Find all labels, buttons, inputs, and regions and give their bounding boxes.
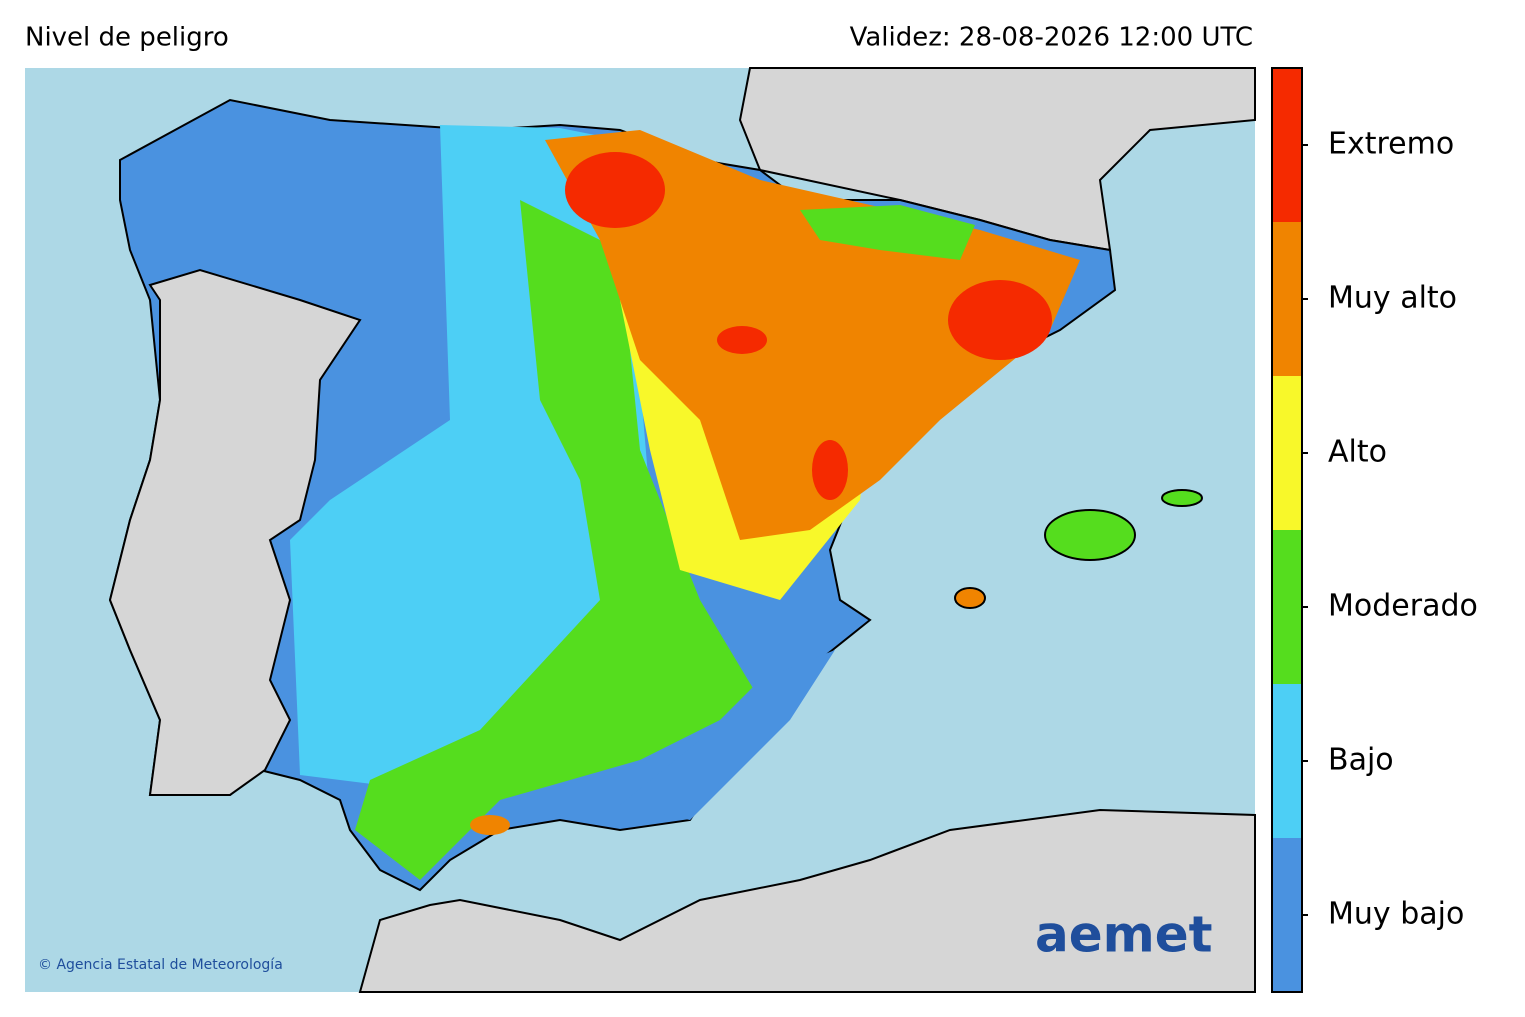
colorbar-label: Alto [1328, 435, 1387, 470]
colorbar-label: Bajo [1328, 743, 1394, 778]
zone [620, 650, 835, 820]
portugal [108, 268, 362, 796]
colorbar: Muy bajo Bajo Moderado Alto Muy alto Extremo [1271, 67, 1478, 993]
colorbar-band [1272, 838, 1302, 992]
zone [948, 280, 1052, 360]
zone [355, 200, 760, 880]
colorbar-band [1272, 530, 1302, 684]
colorbar-band [1272, 68, 1302, 222]
africa [358, 808, 1256, 993]
colorbar-label: Moderado [1328, 589, 1478, 624]
credit: © Agencia Estatal de Meteorología [38, 957, 283, 973]
logo: aemet [1035, 906, 1213, 964]
map: © Agencia Estatal de Meteorología aemet [25, 67, 1256, 993]
zone [812, 440, 848, 500]
colorbar-band [1272, 222, 1302, 376]
menorca [1161, 489, 1203, 507]
colorbar-label: Muy bajo [1328, 897, 1464, 932]
colorbar-band [1272, 684, 1302, 838]
colorbar-label: Extremo [1328, 127, 1454, 162]
zone [717, 326, 767, 354]
colorbar-band [1272, 376, 1302, 530]
colorbar-label: Muy alto [1328, 281, 1457, 316]
zone [800, 205, 975, 260]
zone [565, 152, 665, 228]
validity: Validez: 28-08-2026 12:00 UTC [850, 23, 1253, 53]
map-title: Nivel de peligro [25, 23, 229, 53]
colorbar-frame [1271, 67, 1303, 993]
zone [470, 815, 510, 835]
mallorca [1044, 509, 1136, 561]
ibiza [954, 587, 986, 609]
